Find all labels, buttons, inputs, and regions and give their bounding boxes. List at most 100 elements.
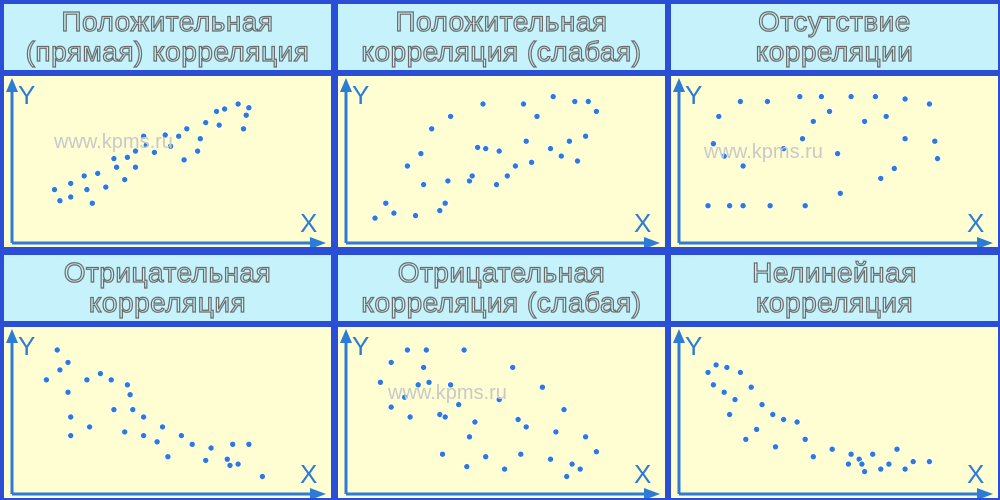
data-point (42, 376, 51, 384)
data-point (258, 472, 267, 481)
data-point (885, 460, 893, 468)
data-point (739, 162, 747, 170)
data-point (901, 465, 909, 473)
data-point (833, 149, 842, 158)
chart-title: Нелинейная корреляция (669, 253, 1000, 323)
data-point (736, 368, 745, 377)
data-point (96, 369, 105, 378)
data-point (83, 376, 91, 384)
chart-title-line: корреляция (755, 287, 914, 318)
data-point (64, 358, 72, 367)
data-point (527, 158, 536, 167)
data-point (860, 467, 869, 476)
data-point (471, 418, 479, 426)
data-point (836, 189, 845, 198)
data-point (229, 440, 237, 449)
data-point (495, 395, 503, 404)
data-point (207, 444, 215, 452)
data-point (56, 197, 64, 205)
data-point (234, 100, 242, 108)
data-point (571, 97, 579, 106)
scatter-plot: YX (673, 78, 993, 247)
data-point (576, 465, 584, 473)
data-point (758, 400, 766, 409)
y-axis-arrow (340, 78, 352, 92)
data-point (245, 440, 253, 449)
data-point (382, 199, 390, 207)
y-axis-label: Y (18, 331, 35, 361)
data-point (66, 431, 75, 440)
data-point (511, 162, 520, 170)
data-point (709, 140, 718, 148)
chart-title-line: Отрицательная (63, 257, 272, 288)
scatter-plot: YX (673, 329, 993, 498)
data-point (183, 125, 191, 133)
data-point (519, 100, 528, 108)
scatter-plot: YX (6, 78, 326, 247)
data-point (731, 395, 739, 404)
data-point (909, 457, 917, 466)
data-point (771, 443, 780, 451)
data-point (371, 214, 379, 222)
data-point (196, 135, 205, 143)
data-point (56, 366, 64, 374)
data-point (844, 460, 853, 468)
scatter-plot: YX (6, 329, 326, 498)
data-point (517, 450, 525, 458)
data-point (121, 428, 129, 436)
data-point (180, 156, 188, 164)
data-point (725, 410, 734, 419)
chart-title: Отрицательная корреляция (2, 253, 333, 323)
data-point (723, 363, 731, 372)
data-point (53, 346, 61, 354)
watermark: www.kpms.ru (388, 382, 507, 404)
data-point (549, 92, 557, 101)
data-point (441, 199, 449, 207)
data-point (85, 423, 94, 431)
data-point (446, 381, 455, 389)
data-point (503, 172, 512, 180)
data-point (538, 383, 547, 391)
data-point (546, 144, 555, 153)
data-point (212, 107, 221, 116)
chart-title-line: корреляция (слабая) (361, 287, 642, 318)
x-axis-arrow (977, 237, 993, 247)
data-point (226, 461, 234, 470)
data-point (400, 393, 409, 401)
x-axis-label: X (634, 208, 651, 238)
chart-title-line: корреляции (755, 36, 914, 67)
x-axis-arrow (644, 488, 660, 498)
data-point (581, 433, 590, 441)
x-axis-arrow (310, 237, 326, 247)
data-point (877, 465, 885, 473)
data-point (387, 403, 395, 411)
data-point (403, 346, 412, 354)
data-point (463, 462, 471, 471)
data-point (131, 147, 140, 155)
data-point (779, 415, 788, 424)
data-point (877, 174, 885, 183)
data-point (552, 428, 560, 436)
data-point (88, 199, 97, 207)
data-point (387, 358, 395, 367)
chart-title-line: (прямая) корреляция (25, 36, 310, 67)
chart-title-line: Положительная (395, 6, 608, 37)
data-point (428, 125, 436, 133)
data-point (869, 450, 877, 458)
data-point (112, 163, 121, 171)
chart-title: Отрицательная корреляция (слабая) (336, 253, 667, 323)
data-point (709, 381, 718, 389)
data-point (220, 105, 229, 113)
chart-title: Положительная (прямая) корреляция (2, 2, 333, 72)
data-point (860, 117, 869, 126)
data-point (847, 450, 855, 458)
chart-title-line: Отсутствие (758, 6, 911, 37)
data-point (482, 144, 490, 153)
data-point (193, 147, 202, 155)
data-point (102, 183, 110, 191)
data-point (139, 431, 148, 440)
